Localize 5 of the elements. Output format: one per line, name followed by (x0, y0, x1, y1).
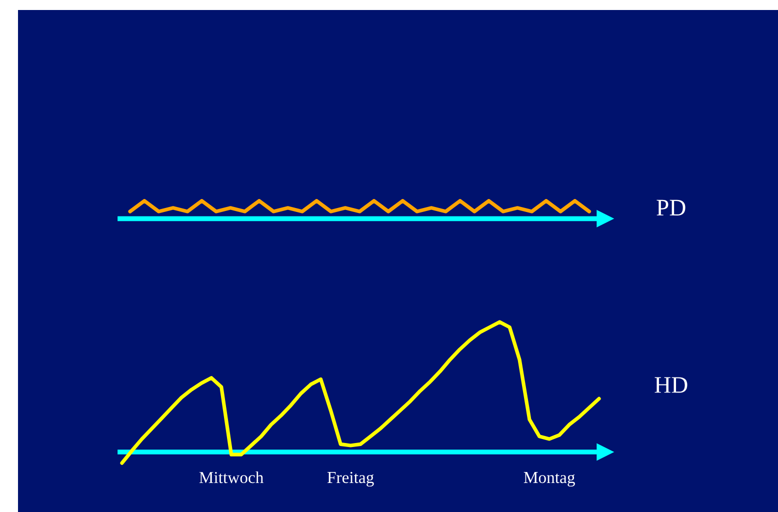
x-tick-label: Freitag (327, 472, 374, 487)
text: HD (654, 377, 688, 393)
text: PD (656, 200, 686, 216)
x-tick-label: Montag (524, 472, 575, 487)
x-tick-label: Mittwoch (199, 471, 264, 484)
